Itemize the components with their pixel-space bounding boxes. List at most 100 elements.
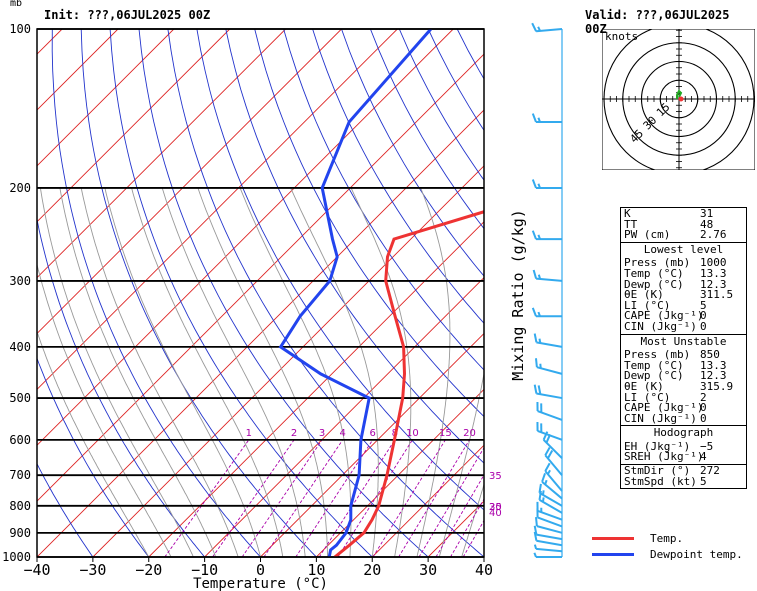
mixing-ratio-tick-label: 25 [489,502,502,513]
wind-barb-shaft [541,481,563,500]
dry-adiabat [80,29,318,557]
index-row: Press (mb) 1000 [624,258,743,269]
index-name: Temp (°C) [624,358,684,372]
wind-barb-flag [531,230,537,240]
index-row: K 31 [624,207,743,220]
pressure-tick-label: 400 [9,340,31,354]
dry-adiabat [254,29,484,418]
wind-barb-shaft [536,533,563,541]
isotherm [204,276,484,557]
dry-adiabat [51,29,262,557]
index-value: 12.3 [700,369,727,383]
wind-barb [534,358,563,375]
wind-barb-shaft [538,491,563,507]
isotherm [37,109,484,557]
isotherm [0,29,6,557]
wind-barb [531,307,562,318]
legend-swatch [592,552,634,556]
index-name: CAPE (Jkg⁻¹) [624,309,704,323]
wind-barb-flag [538,483,542,493]
index-row: Dewp (°C) 12.3 [624,277,743,291]
temperature-tick-label: 10 [307,561,325,579]
index-name: CIN (Jkg⁻¹) [624,319,697,333]
index-value: −5 [700,439,714,453]
index-value: 13.3 [700,266,727,280]
hodograph-title: knots [605,30,638,43]
mixing-ratio-line [318,439,396,557]
temperature-tick-label: −20 [135,561,162,579]
mixing-ratio-tick-label: 2 [291,428,297,439]
mixing-ratio-line [418,446,484,557]
legend-item: Dewpoint temp. [592,547,743,561]
wind-barb-flag [541,490,545,495]
index-value: 4 [700,450,707,464]
wind-barb [531,179,562,189]
init-time-label: Init: ???,06JUL2025 00Z [44,8,211,22]
temperature-tick-label: 20 [363,561,381,579]
isotherm [148,221,484,557]
index-name: SREH (Jkg⁻¹) [624,450,704,464]
index-row: Temp (°C) 13.3 [624,358,743,372]
wind-barb [533,525,563,541]
wind-barb [532,269,563,282]
indices-hodograph-title: Hodograph [653,426,714,440]
index-value: 1000 [700,256,727,270]
mixing-ratio-tick-label: 15 [439,428,452,439]
dry-adiabat [341,29,484,277]
wind-barb-flag [537,26,541,32]
temperature-profile [333,210,484,557]
moist-adiabat [59,187,217,557]
index-row: CIN (Jkg⁻¹) 0 [624,413,743,425]
wind-barb-shaft [542,439,563,459]
mixing-ratio-line [263,439,344,557]
isotherm [37,29,342,335]
legend-item: Temp. [592,531,743,545]
index-value: 0 [700,401,707,415]
wind-barb-flag [537,117,541,123]
wind-barb [544,446,563,476]
dry-adiabat [37,462,94,557]
valid-time-label: Valid: ???,06JUL2025 00Z [585,8,730,36]
legend-label: Dewpoint temp. [650,547,743,561]
isotherm [37,53,484,502]
index-name: θE (K) [624,379,664,393]
dry-adiabat [312,29,484,324]
wind-barb [536,421,563,441]
index-name: K [624,207,631,220]
hodograph-trace [676,89,683,99]
wind-barb-shaft [538,499,563,514]
index-name: Press (mb) [624,348,691,362]
wind-barb-shaft [536,525,563,534]
wind-barb-flag [534,517,538,527]
isotherm [92,165,484,557]
index-name: StmSpd (kt) [624,474,697,488]
pressure-tick-label: 900 [9,526,31,540]
wind-barb-flag [533,333,538,343]
legend-swatch [592,536,634,540]
indices-storm-motion: StmDir (°) 272 StmSpd (kt) 5 [620,465,747,490]
indices-most-unstable: Most Unstable Press (mb) 850 Temp (°C) 13.3 D… [620,334,747,427]
wind-barb-flag [533,525,538,535]
mixing-ratio-tick-label: 35 [489,471,502,482]
wind-barb-flag [537,183,541,189]
wind-barb-flag [534,358,538,368]
wind-barb-shaft [544,470,563,492]
wind-barb-shaft [537,509,563,521]
indices-most-unstable-title: Most Unstable [640,334,727,348]
wind-barb-flag [533,552,537,558]
index-row: SREH (Jkg⁻¹) 4 [624,452,743,463]
isotherm [37,29,286,279]
index-value: 13.3 [700,358,727,372]
index-value: 311.5 [700,288,734,302]
wind-barb-shaft [536,392,563,400]
indices-table: K 31 TT 48 PW (cm) 2.76 Lowest level Press (mb)… [620,207,747,490]
index-row: PW (cm) 2.76 [624,229,743,241]
wind-barb [536,402,563,421]
index-row: LI (°C) 2 [624,392,743,404]
wind-barb-flag [546,450,554,459]
index-row: θE (K) 315.9 [624,379,743,393]
temperature-tick-label: −10 [191,561,218,579]
index-name: Dewp (°C) [624,277,684,291]
wind-barb-flag [531,307,537,317]
